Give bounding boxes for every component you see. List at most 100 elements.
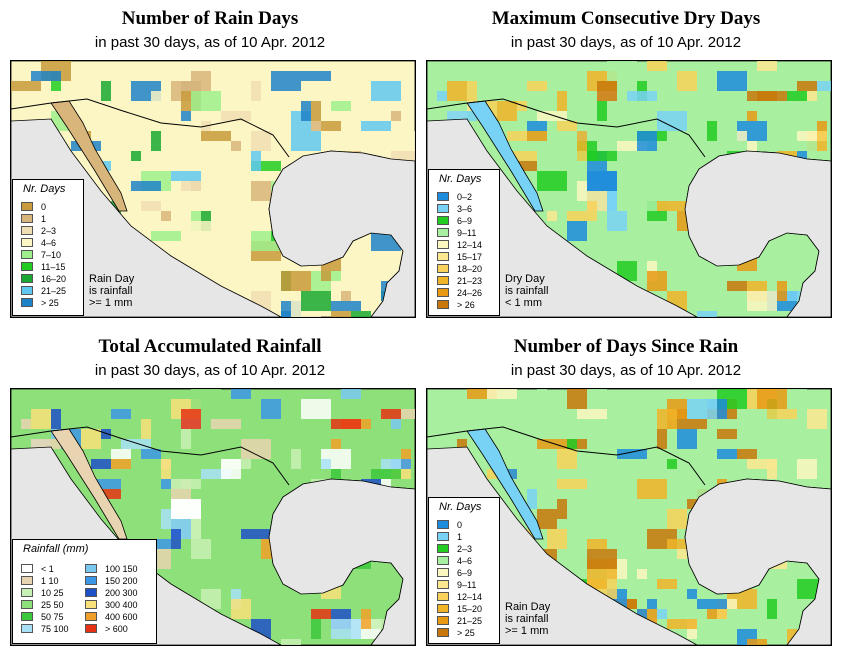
legend-label: 0–2 — [457, 191, 473, 202]
raster-cell — [351, 311, 371, 317]
raster-cell — [231, 389, 251, 399]
since-rain-map: Nr. Days 0 1 2–3 4–6 6–9 9–11 12–14 15–20 21–25 >… — [426, 388, 832, 646]
raster-cell — [351, 141, 361, 151]
raster-cell — [767, 409, 797, 419]
raster-cell — [311, 101, 321, 121]
legend-label: > 25 — [457, 627, 475, 638]
raster-cell — [171, 499, 201, 519]
legend-swatch — [21, 588, 33, 597]
gulf-water — [684, 150, 831, 317]
legend-item: 3–6 — [437, 203, 473, 214]
note-line: Rain Day — [89, 273, 135, 285]
legend-label: 15–17 — [457, 251, 483, 262]
legend-item: 7–10 — [21, 250, 61, 260]
raster-cell — [687, 399, 717, 419]
legend-label: 200 300 — [105, 587, 138, 598]
raster-cell — [657, 429, 667, 449]
raster-cell — [747, 639, 767, 645]
raster-cell — [507, 151, 537, 161]
legend-label: 11–15 — [41, 261, 66, 272]
rainfall-panel: Total Accumulated Rainfall in past 30 da… — [0, 328, 420, 648]
raster-cell — [341, 291, 351, 301]
raster-cell — [647, 271, 667, 291]
raster-cell — [737, 449, 757, 459]
raster-cell — [557, 479, 587, 489]
raster-cell — [391, 151, 415, 161]
note-line: is rainfall — [89, 285, 133, 297]
raster-cell — [607, 61, 637, 81]
legend-swatch — [437, 300, 449, 309]
raster-cell — [181, 181, 201, 191]
legend-label: 21–25 — [457, 615, 483, 626]
raster-cell — [567, 221, 587, 241]
raster-cell — [567, 439, 577, 449]
legend-title: Nr. Days — [23, 183, 66, 195]
raster-cell — [587, 389, 607, 409]
legend-label: 300 400 — [105, 599, 138, 610]
raster-cell — [191, 539, 211, 559]
legend-swatch — [85, 564, 97, 573]
legend-swatch — [21, 624, 33, 633]
raster-cell — [467, 389, 497, 399]
raster-cell — [171, 529, 181, 549]
raster-cell — [647, 599, 657, 609]
raster-cell — [497, 101, 517, 121]
raster-cell — [401, 449, 411, 459]
raster-cell — [537, 389, 547, 399]
legend-swatch — [437, 532, 449, 541]
legend-label: 75 100 — [41, 623, 69, 634]
raster-cell — [381, 459, 401, 469]
raster-cell — [777, 389, 807, 399]
legend-item: 6–9 — [437, 215, 473, 226]
raster-cell — [667, 539, 687, 549]
raster-cell — [717, 71, 747, 91]
legend-label: 25 50 — [41, 599, 64, 610]
legend-label: 21–23 — [457, 275, 483, 286]
raster-cell — [91, 459, 111, 469]
raster-cell — [101, 81, 111, 101]
legend-item: 9–11 — [437, 580, 476, 590]
legend-item: 200 300 — [85, 587, 138, 598]
raster-cell — [201, 469, 231, 479]
legend-item: 9–11 — [437, 228, 476, 238]
raster-cell — [241, 439, 271, 459]
legend-item: 21–25 — [437, 615, 483, 626]
legend-item: 21–25 — [21, 286, 66, 296]
legend-label: 15–20 — [457, 603, 483, 614]
raster-cell — [667, 509, 687, 529]
raster-cell — [161, 459, 171, 479]
raster-cell — [271, 71, 301, 91]
raster-cell — [537, 111, 567, 121]
legend-item: 400 600 — [85, 612, 138, 622]
raster-cell — [737, 131, 747, 141]
raster-cell — [627, 599, 637, 609]
legend-label: 0 — [457, 519, 463, 530]
legend-item: 12–14 — [437, 240, 482, 250]
legend-label: 50 75 — [41, 611, 64, 622]
raster-cell — [51, 409, 61, 429]
legend-item: 100 150 — [85, 564, 138, 574]
raster-cell — [321, 261, 331, 281]
raster-cell — [717, 449, 737, 459]
legend-label: 6–9 — [457, 215, 473, 226]
raster-cell — [537, 439, 567, 449]
raster-cell — [151, 91, 171, 111]
legend-swatch — [85, 612, 97, 621]
dry-days-map: Nr. Days 0–2 3–6 6–9 9–11 12–14 15–17 18–20 21–… — [426, 60, 832, 318]
raster-cell — [211, 419, 241, 429]
raster-cell — [151, 131, 161, 151]
raster-cell — [301, 261, 331, 271]
raster-cell — [131, 181, 161, 191]
raster-cell — [817, 121, 827, 131]
raster-cell — [667, 459, 677, 469]
raster-cell — [31, 71, 61, 81]
raster-cell — [161, 211, 171, 221]
raster-cell — [291, 449, 301, 469]
panel-subtitle: in past 30 days, as of 10 Apr. 2012 — [94, 34, 326, 51]
raster-cell — [181, 429, 191, 449]
legend-label: 3–6 — [457, 203, 473, 214]
raster-cell — [587, 539, 607, 549]
raster-cell — [437, 91, 447, 101]
raster-cell — [637, 479, 667, 499]
raster-cell — [587, 549, 617, 569]
